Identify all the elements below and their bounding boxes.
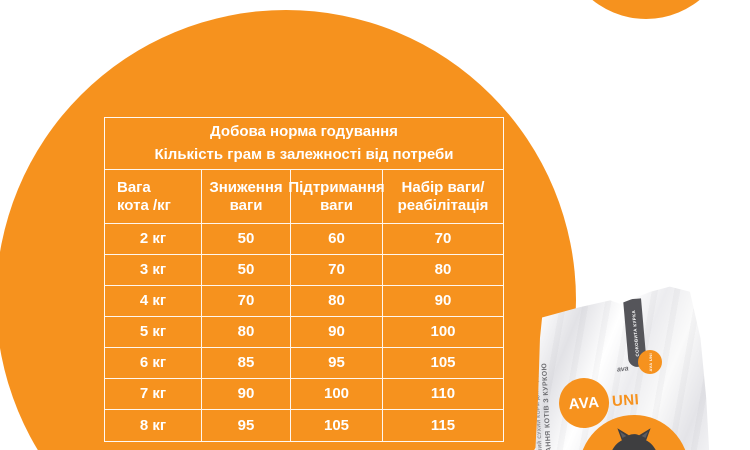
table-cell: 85 — [202, 348, 291, 379]
table-cell: 105 — [291, 410, 383, 441]
table-cell: 115 — [430, 416, 456, 434]
table-cell: 110 — [383, 379, 503, 410]
table-cell: 80 — [202, 317, 291, 348]
table-cell: 5 кг — [105, 317, 202, 348]
brand-logo-uni: UNI — [611, 390, 640, 410]
background-circle-top-right — [561, 0, 731, 19]
table-cell: 4 кг — [105, 286, 202, 317]
table-cell: 3 кг — [105, 255, 202, 286]
table-cell: 90 — [202, 379, 291, 410]
table-cell: 95 — [291, 348, 383, 379]
table-cell: 80 — [291, 286, 383, 317]
table-cell: 105 — [383, 348, 503, 379]
table-cell: 50 — [202, 224, 291, 255]
table-cell: 7 кг — [105, 379, 202, 410]
table-cell: 8 кг — [105, 410, 202, 441]
table-cell: 90 — [291, 317, 383, 348]
table-cell: 2 кг — [105, 224, 202, 255]
table-cell: 95 — [202, 410, 291, 441]
header-weight-maintenance: Підтримання ваги — [288, 170, 385, 224]
flavor-ribbon-label: СОКОВИТА КУРКА — [630, 309, 640, 357]
table-cell: 50 — [202, 255, 291, 286]
table-cell: 70 — [291, 255, 383, 286]
table-cell: 90 — [383, 286, 503, 317]
maker-logo: ava — [616, 365, 630, 374]
table-cell: 60 — [291, 224, 383, 255]
header-cat-weight: Вага кота /кг — [105, 170, 202, 224]
table-cell: 6 кг — [105, 348, 202, 379]
brand-logo-circle: AVA — [557, 376, 611, 430]
header-weight-gain: Набір ваги/ реабілітація — [383, 170, 503, 224]
cat-head-icon — [607, 428, 661, 450]
header-weight-reduction: Зниження ваги — [202, 170, 291, 224]
table-title: Добова норма годування Кількість грам в … — [105, 118, 503, 170]
table-cell: 80 — [383, 255, 503, 286]
ava-uni-badge: AVA UNI — [638, 350, 662, 374]
feeding-table: Добова норма годування Кількість грам в … — [104, 117, 504, 442]
table-cell: 100 — [291, 379, 383, 410]
table-cell: 70 — [202, 286, 291, 317]
table-cell: 100 — [383, 317, 503, 348]
product-package: СОКОВИТА КУРКА ava AVA UNI НИЙ СУХИЙ КОР… — [535, 286, 710, 450]
table-cell: 70 — [383, 224, 503, 255]
ava-uni-badge-label: AVA UNI — [647, 352, 653, 372]
brand-logo-ava: AVA — [567, 393, 601, 413]
